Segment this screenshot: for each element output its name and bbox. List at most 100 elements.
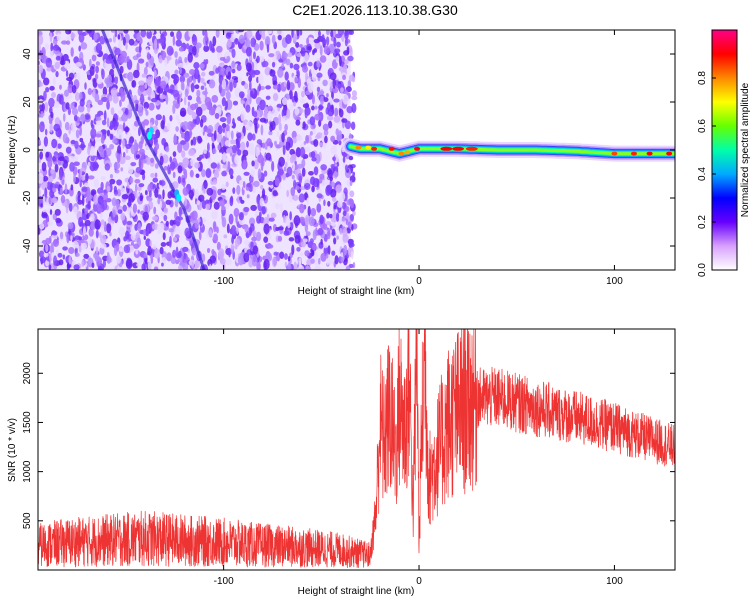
noise-blob: [91, 124, 95, 129]
noise-blob: [38, 161, 41, 170]
colorbar-tick-label: 0.0: [697, 263, 708, 277]
noise-blob: [188, 30, 194, 38]
noise-blob: [172, 89, 180, 98]
noise-blob: [166, 122, 171, 130]
noise-blob: [153, 47, 159, 54]
noise-blob: [267, 180, 274, 186]
noise-blob: [163, 214, 168, 222]
noise-blob: [133, 30, 140, 34]
noise-blob: [44, 187, 48, 198]
noise-blob: [58, 156, 65, 162]
noise-blob: [260, 184, 264, 190]
noise-blob: [252, 245, 259, 255]
noise-blob: [247, 132, 253, 141]
noise-blob: [93, 178, 99, 188]
noise-blob: [326, 212, 330, 219]
noise-blob: [320, 252, 327, 262]
noise-blob: [105, 147, 112, 157]
noise-blob: [169, 219, 174, 226]
noise-blob: [168, 240, 172, 248]
noise-blob: [330, 81, 333, 88]
noise-blob: [66, 76, 73, 82]
noise-blob: [299, 218, 305, 224]
noise-blob: [200, 77, 205, 84]
noise-blob: [50, 169, 55, 175]
noise-blob: [144, 190, 148, 196]
noise-blob: [89, 66, 95, 76]
noise-blob: [174, 226, 181, 237]
noise-blob: [43, 77, 50, 86]
noise-blob: [160, 242, 167, 247]
noise-blob: [296, 30, 300, 37]
noise-blob: [291, 174, 295, 180]
noise-blob: [78, 216, 84, 228]
noise-blob: [291, 130, 297, 140]
noise-blob: [343, 63, 348, 74]
chart-title: C2E1.2026.113.10.38.G30: [292, 2, 458, 18]
noise-blob: [336, 41, 341, 48]
noise-blob: [231, 48, 236, 58]
noise-blob: [207, 151, 211, 160]
snr-ylabel: SNR (10 * v/v): [7, 418, 18, 482]
noise-blob: [309, 238, 314, 244]
noise-blob: [117, 209, 123, 214]
noise-blob: [178, 46, 185, 52]
noise-blob: [62, 246, 68, 251]
noise-blob: [39, 151, 44, 160]
noise-blob: [71, 232, 75, 238]
noise-blob: [321, 34, 325, 43]
colorbar-tick-label: 0.8: [697, 71, 708, 85]
noise-blob: [48, 196, 52, 205]
noise-blob: [208, 70, 215, 76]
noise-blob: [120, 212, 126, 221]
noise-blob: [80, 238, 85, 244]
noise-blob: [344, 59, 349, 65]
noise-blob: [49, 32, 53, 43]
noise-blob: [138, 204, 144, 210]
noise-blob: [228, 213, 234, 225]
noise-blob: [312, 49, 315, 56]
noise-blob: [188, 189, 194, 199]
noise-blob: [260, 124, 264, 136]
noise-blob: [64, 63, 71, 70]
noise-blob: [219, 62, 225, 68]
tone-hotspot: [404, 150, 411, 155]
noise-blob: [263, 111, 268, 120]
noise-blob: [271, 34, 276, 45]
noise-blob: [256, 139, 263, 145]
noise-blob: [289, 62, 294, 69]
noise-blob: [300, 241, 307, 248]
noise-blob: [77, 30, 83, 36]
noise-blob: [122, 61, 128, 69]
noise-blob: [239, 196, 243, 201]
noise-blob: [78, 45, 82, 52]
noise-blob: [246, 93, 250, 100]
noise-blob: [342, 94, 349, 105]
noise-blob: [137, 192, 140, 197]
noise-blob: [142, 229, 147, 236]
noise-blob: [232, 100, 239, 106]
noise-blob: [69, 162, 75, 172]
noise-blob: [205, 199, 210, 205]
noise-blob: [48, 97, 55, 108]
noise-blob: [252, 185, 257, 194]
noise-blob: [283, 166, 287, 172]
noise-blob: [172, 236, 178, 242]
noise-blob: [91, 262, 95, 269]
noise-blob: [304, 146, 311, 153]
noise-blob: [157, 194, 162, 200]
snr-ytick-label: 1000: [22, 460, 33, 483]
noise-blob: [101, 96, 108, 103]
noise-blob: [73, 114, 78, 122]
noise-blob: [145, 61, 149, 68]
noise-blob: [228, 247, 231, 258]
noise-blob: [51, 231, 58, 236]
noise-blob: [223, 234, 228, 239]
noise-blob: [109, 143, 115, 150]
noise-blob: [153, 206, 157, 215]
noise-blob: [222, 164, 228, 169]
noise-blob: [313, 166, 319, 176]
noise-blob: [259, 117, 267, 123]
noise-blob: [213, 233, 219, 244]
noise-blob: [95, 229, 99, 239]
